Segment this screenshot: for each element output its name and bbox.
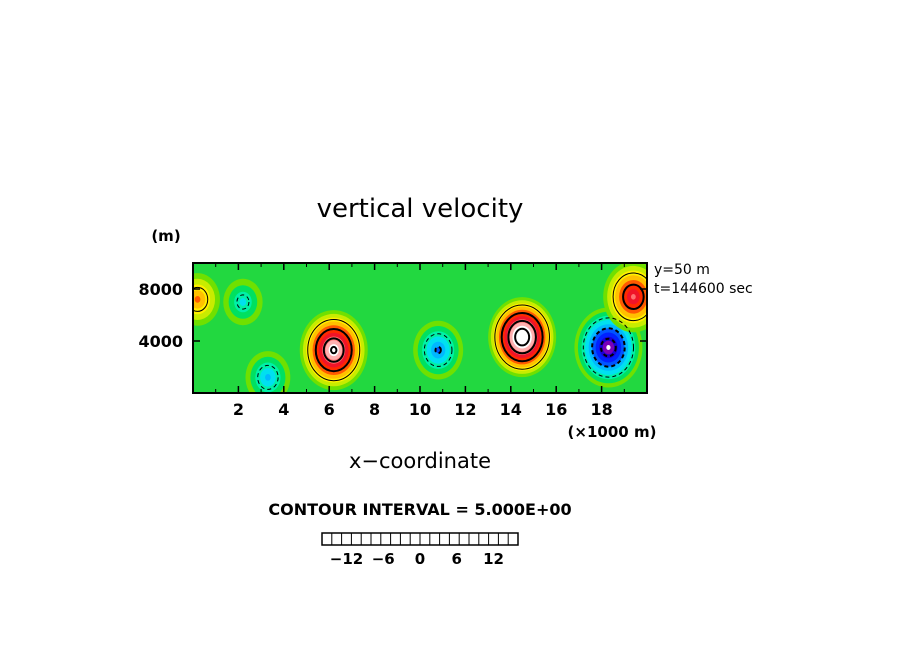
field-level (194, 296, 201, 303)
contour-line (434, 346, 442, 355)
contour-line (500, 312, 544, 363)
contour-line (622, 283, 645, 310)
field-level (630, 294, 636, 300)
y-tick-label: 4000 (138, 332, 183, 351)
x-tick-label: 18 (590, 400, 612, 419)
x-axis: 2 4 6 8 10 12 14 16 18 (215, 263, 625, 419)
contour-line (514, 327, 531, 347)
contour-line (330, 345, 338, 355)
colorbar: −12 −6 0 6 12 (321, 532, 519, 568)
contour-lines (193, 272, 647, 390)
colorbar-tick-label: 0 (415, 550, 425, 568)
plot-area (193, 263, 647, 393)
downdraft-cell (223, 278, 263, 326)
updraft-cell (299, 310, 368, 391)
colorbar-tick-label: 6 (452, 550, 462, 568)
x-tick-label: 10 (409, 400, 431, 419)
annotation-time: t=144600 sec (654, 281, 753, 297)
field-level (239, 298, 247, 306)
colorbar-tick-label: −6 (372, 550, 395, 568)
chart-title: vertical velocity (317, 194, 524, 224)
colorbar-frame (321, 532, 519, 546)
x-tick-label: 12 (454, 400, 476, 419)
y-axis: 4000 8000 (138, 280, 647, 351)
field-level (520, 335, 524, 339)
contour-line (582, 317, 635, 378)
annotation-y: y=50 m (654, 262, 710, 278)
velocity-field (193, 263, 647, 393)
field-level (331, 347, 336, 353)
field-level (606, 345, 611, 350)
contour-line (193, 286, 209, 312)
contour-line (591, 327, 626, 368)
contour-line (600, 337, 617, 358)
contour-line (612, 272, 647, 322)
x-tick-label: 16 (545, 400, 567, 419)
contour-line (257, 364, 279, 390)
updraft-cell (488, 297, 557, 378)
colorbar-tick-label: −12 (330, 550, 363, 568)
contour-line (423, 333, 453, 367)
x-axis-label: x−coordinate (349, 449, 491, 473)
contour-line (494, 304, 550, 370)
contour-line (236, 294, 250, 310)
y-tick-label: 8000 (138, 280, 183, 299)
field-level (265, 374, 271, 381)
y-axis-unit: (m) (151, 227, 180, 245)
contour-line (314, 328, 353, 373)
contour-interval-label: CONTOUR INTERVAL = 5.000E+00 (268, 500, 571, 519)
x-tick-label: 6 (324, 400, 335, 419)
downdraft-cell (413, 320, 464, 380)
contour-line (507, 319, 537, 355)
x-tick-label: 14 (500, 400, 522, 419)
x-tick-label: 2 (233, 400, 244, 419)
contour-line (307, 319, 361, 382)
x-tick-label: 8 (369, 400, 380, 419)
downdraft-cell (245, 351, 291, 393)
colorbar-tick-label: 12 (483, 550, 504, 568)
x-axis-unit: (×1000 m) (568, 423, 657, 441)
contour-line (322, 337, 345, 363)
x-tick-label: 4 (278, 400, 289, 419)
